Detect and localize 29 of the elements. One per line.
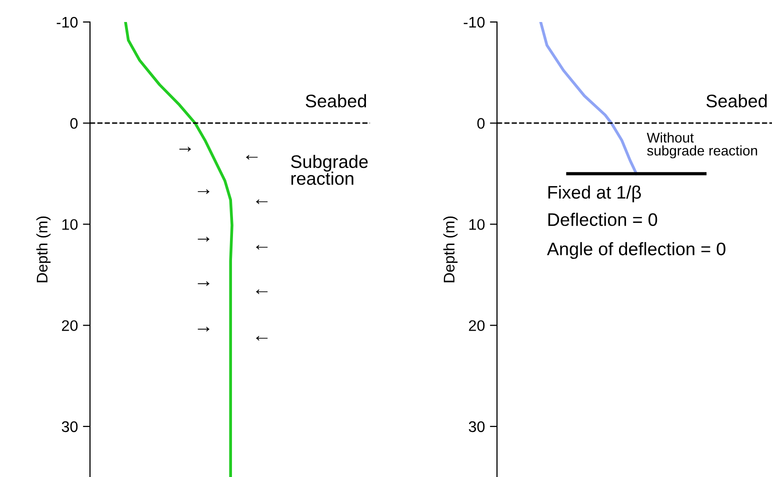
y-tick-label: -10 bbox=[464, 16, 485, 28]
text: ← bbox=[256, 199, 268, 204]
annotation: → bbox=[198, 326, 210, 332]
text: ← bbox=[256, 244, 268, 250]
y-axis-title: Depth (m) bbox=[36, 216, 51, 282]
y-tick-label: 30 bbox=[468, 421, 485, 432]
y-tick-label: 20 bbox=[468, 320, 485, 332]
annotation: → bbox=[198, 236, 210, 242]
ref-line-label: Seabed bbox=[706, 94, 767, 108]
y-tick-label: 10 bbox=[469, 219, 485, 230]
text: ← bbox=[246, 154, 258, 160]
text: Subgrade reaction bbox=[291, 154, 368, 185]
annotation: Without subgrade reaction bbox=[646, 132, 758, 158]
y-axis-title: Depth (m) bbox=[443, 216, 458, 282]
y-tick-label: -10 bbox=[56, 16, 78, 28]
annotation: Deflection = 0 bbox=[548, 212, 658, 226]
ref-line-label: Seabed bbox=[306, 94, 366, 108]
text: ← bbox=[256, 336, 268, 341]
annotation: Fixed at 1/β bbox=[548, 185, 641, 202]
y-tick-label: 0 bbox=[70, 118, 78, 129]
y-tick-label: 20 bbox=[62, 320, 78, 332]
annotation: → bbox=[198, 189, 210, 194]
text: ← bbox=[256, 289, 268, 294]
y-tick-label: 10 bbox=[62, 219, 78, 230]
y-tick-label: 0 bbox=[477, 118, 485, 129]
annotation: Angle of deflection = 0 bbox=[546, 242, 726, 259]
annotation: → bbox=[179, 146, 191, 152]
y-tick-label: 30 bbox=[62, 421, 78, 432]
annotation: → bbox=[198, 281, 210, 286]
